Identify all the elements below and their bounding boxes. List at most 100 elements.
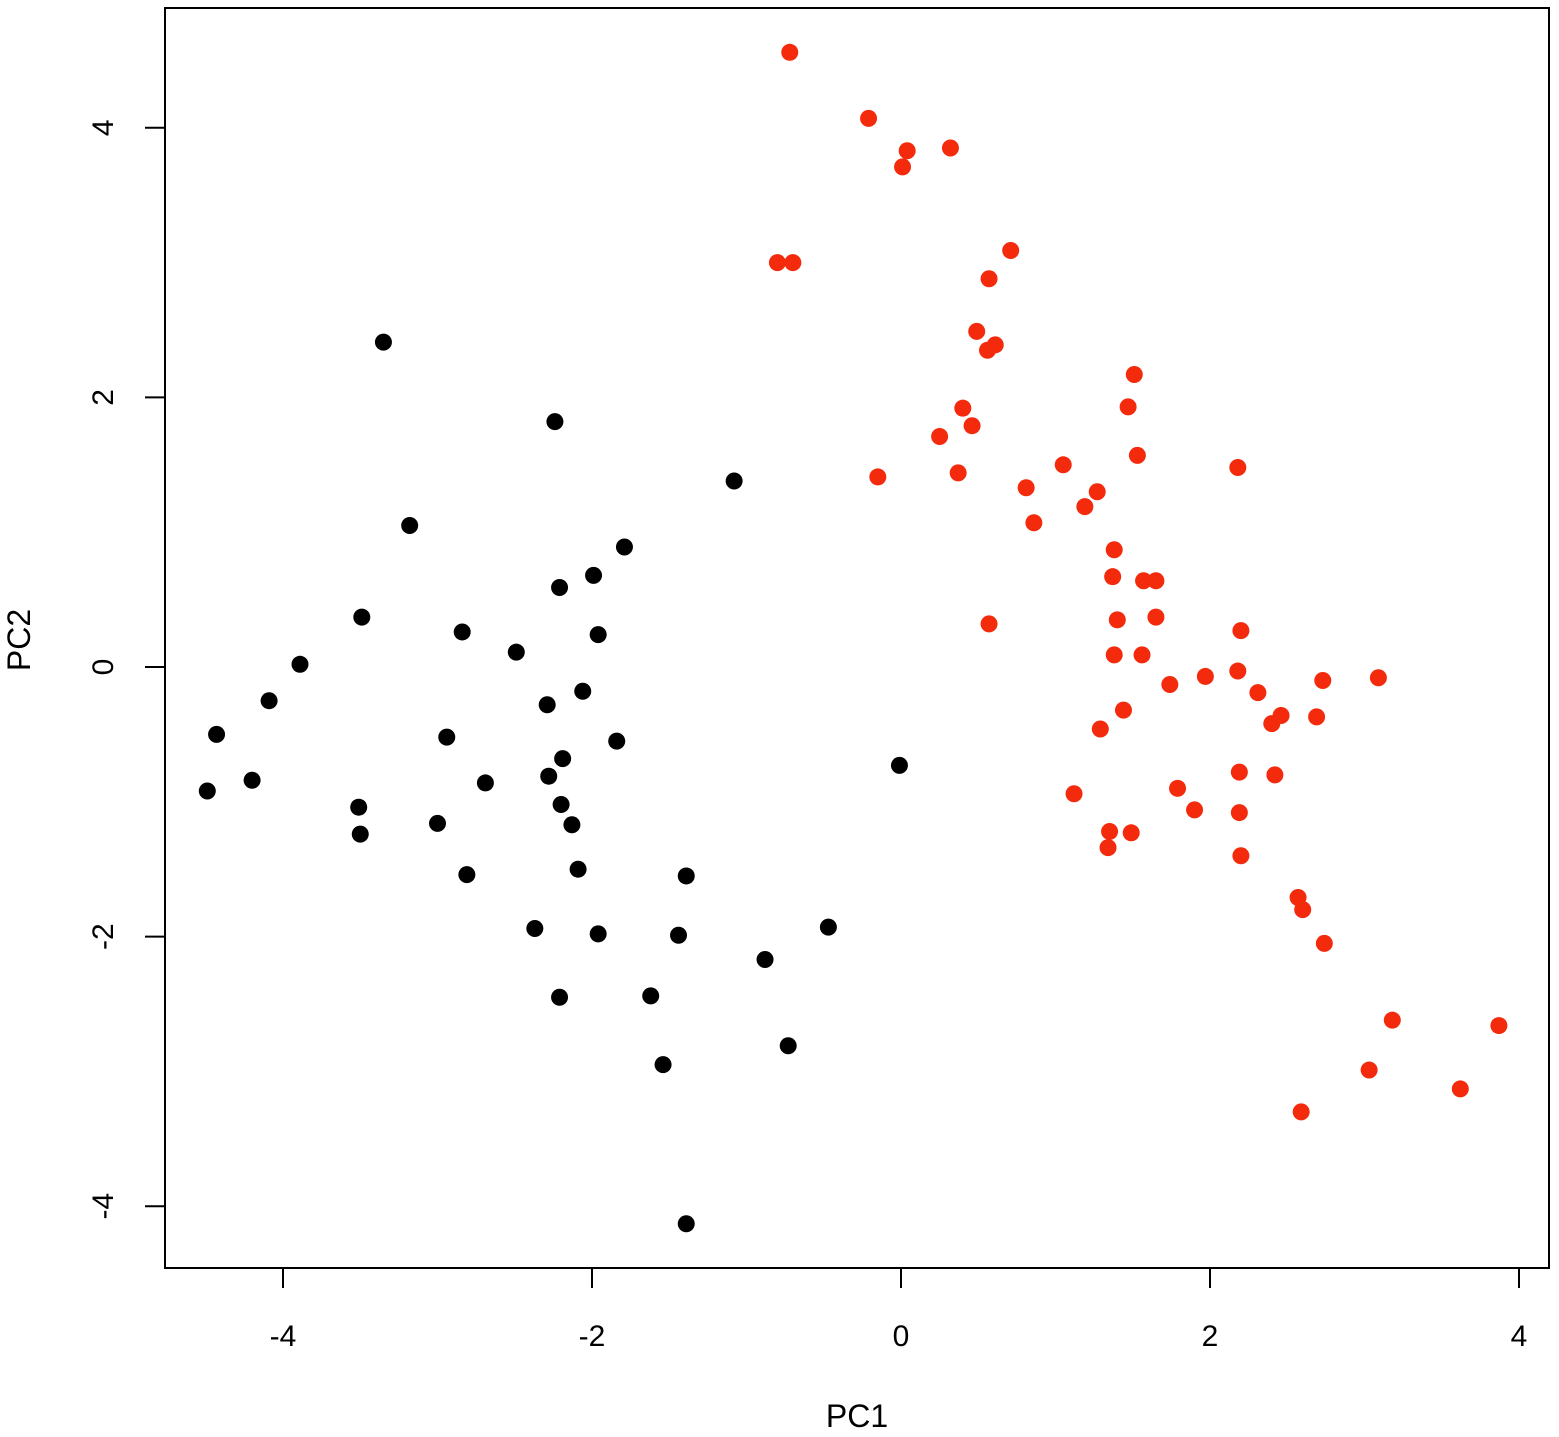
scatter-point <box>784 254 802 272</box>
scatter-point <box>574 682 592 700</box>
scatter-point <box>615 538 633 556</box>
scatter-point <box>1099 839 1117 857</box>
scatter-point <box>860 109 878 127</box>
scatter-point <box>1076 498 1094 516</box>
data-points <box>198 43 1508 1233</box>
scatter-point <box>1266 766 1284 784</box>
scatter-point <box>476 774 494 792</box>
scatter-point <box>260 692 278 710</box>
scatter-point <box>1451 1080 1469 1098</box>
y-tick-label: 4 <box>87 119 120 136</box>
y-axis-label: PC2 <box>1 609 37 671</box>
x-axis: -4 -2 0 2 4 <box>270 1267 1528 1353</box>
scatter-point <box>438 728 456 746</box>
scatter-point <box>546 413 564 431</box>
scatter-point <box>968 322 986 340</box>
scatter-point <box>1249 684 1267 702</box>
scatter-point <box>670 926 688 944</box>
scatter-point <box>949 464 967 482</box>
scatter-point <box>1292 1103 1310 1121</box>
scatter-point <box>1369 669 1387 687</box>
scatter-point <box>1232 847 1250 865</box>
scatter-point <box>453 623 471 641</box>
scatter-point <box>551 988 569 1006</box>
scatter-point <box>1314 671 1332 689</box>
scatter-point <box>677 867 695 885</box>
scatter-point <box>1186 801 1204 819</box>
x-tick-label: -2 <box>579 1320 606 1353</box>
scatter-point <box>585 566 603 584</box>
scatter-point <box>869 468 887 486</box>
scatter-point <box>351 825 369 843</box>
scatter-point <box>1161 676 1179 694</box>
scatter-point <box>819 918 837 936</box>
scatter-point <box>1230 763 1248 781</box>
series-0 <box>198 333 908 1233</box>
scatter-point <box>1125 365 1143 383</box>
scatter-point <box>350 798 368 816</box>
scatter-point <box>1088 483 1106 501</box>
scatter-point <box>954 399 972 417</box>
scatter-point <box>1114 701 1132 719</box>
scatter-point <box>642 987 660 1005</box>
scatter-point <box>551 578 569 596</box>
scatter-point <box>1229 662 1247 680</box>
scatter-point <box>353 608 371 626</box>
scatter-point <box>1308 708 1326 726</box>
scatter-point <box>980 270 998 288</box>
scatter-point <box>898 142 916 160</box>
y-tick-label: -4 <box>87 1193 120 1220</box>
scatter-point <box>1091 720 1109 738</box>
y-tick-label: 2 <box>87 389 120 406</box>
scatter-point <box>526 920 544 938</box>
scatter-point <box>1054 456 1072 474</box>
x-tick-label: 2 <box>1202 1320 1219 1353</box>
scatter-point <box>1383 1011 1401 1029</box>
scatter-point <box>1490 1017 1508 1035</box>
scatter-point <box>589 925 607 943</box>
scatter-point <box>569 860 587 878</box>
scatter-point <box>1147 608 1165 626</box>
scatter-point <box>1315 934 1333 952</box>
x-axis-label: PC1 <box>826 1398 888 1434</box>
scatter-point <box>1294 901 1312 919</box>
scatter-point <box>1065 785 1083 803</box>
scatter-point <box>554 750 572 768</box>
scatter-point <box>208 725 226 743</box>
scatter-point <box>1147 572 1165 590</box>
series-1 <box>768 43 1508 1121</box>
scatter-point <box>540 767 558 785</box>
scatter-point <box>1105 646 1123 664</box>
scatter-point <box>1122 824 1140 842</box>
scatter-point <box>608 732 626 750</box>
scatter-point <box>979 341 997 359</box>
scatter-point <box>374 333 392 351</box>
scatter-point <box>894 158 912 176</box>
scatter-point <box>1119 398 1137 416</box>
scatter-point <box>768 254 786 272</box>
scatter-point <box>429 814 446 832</box>
scatter-point <box>1232 622 1250 640</box>
scatter-point <box>1133 646 1151 664</box>
scatter-point <box>1105 541 1123 559</box>
scatter-point <box>552 795 570 813</box>
plot-frame <box>164 7 1550 1269</box>
scatter-point <box>198 782 216 800</box>
scatter-point <box>1002 241 1020 259</box>
scatter-point <box>1017 479 1035 497</box>
scatter-point <box>890 756 908 774</box>
y-tick-label: -2 <box>87 923 120 950</box>
scatter-point <box>1230 804 1248 822</box>
scatter-point <box>589 626 607 644</box>
scatter-point <box>1229 458 1247 476</box>
scatter-point <box>1104 568 1122 586</box>
scatter-point <box>1135 572 1153 590</box>
scatter-point <box>243 771 261 789</box>
scatter-point <box>941 139 959 157</box>
x-tick-label: 4 <box>1511 1320 1528 1353</box>
scatter-point <box>963 417 981 435</box>
scatter-point <box>980 615 998 633</box>
x-tick-label: -4 <box>270 1320 297 1353</box>
scatter-point <box>1101 822 1119 840</box>
